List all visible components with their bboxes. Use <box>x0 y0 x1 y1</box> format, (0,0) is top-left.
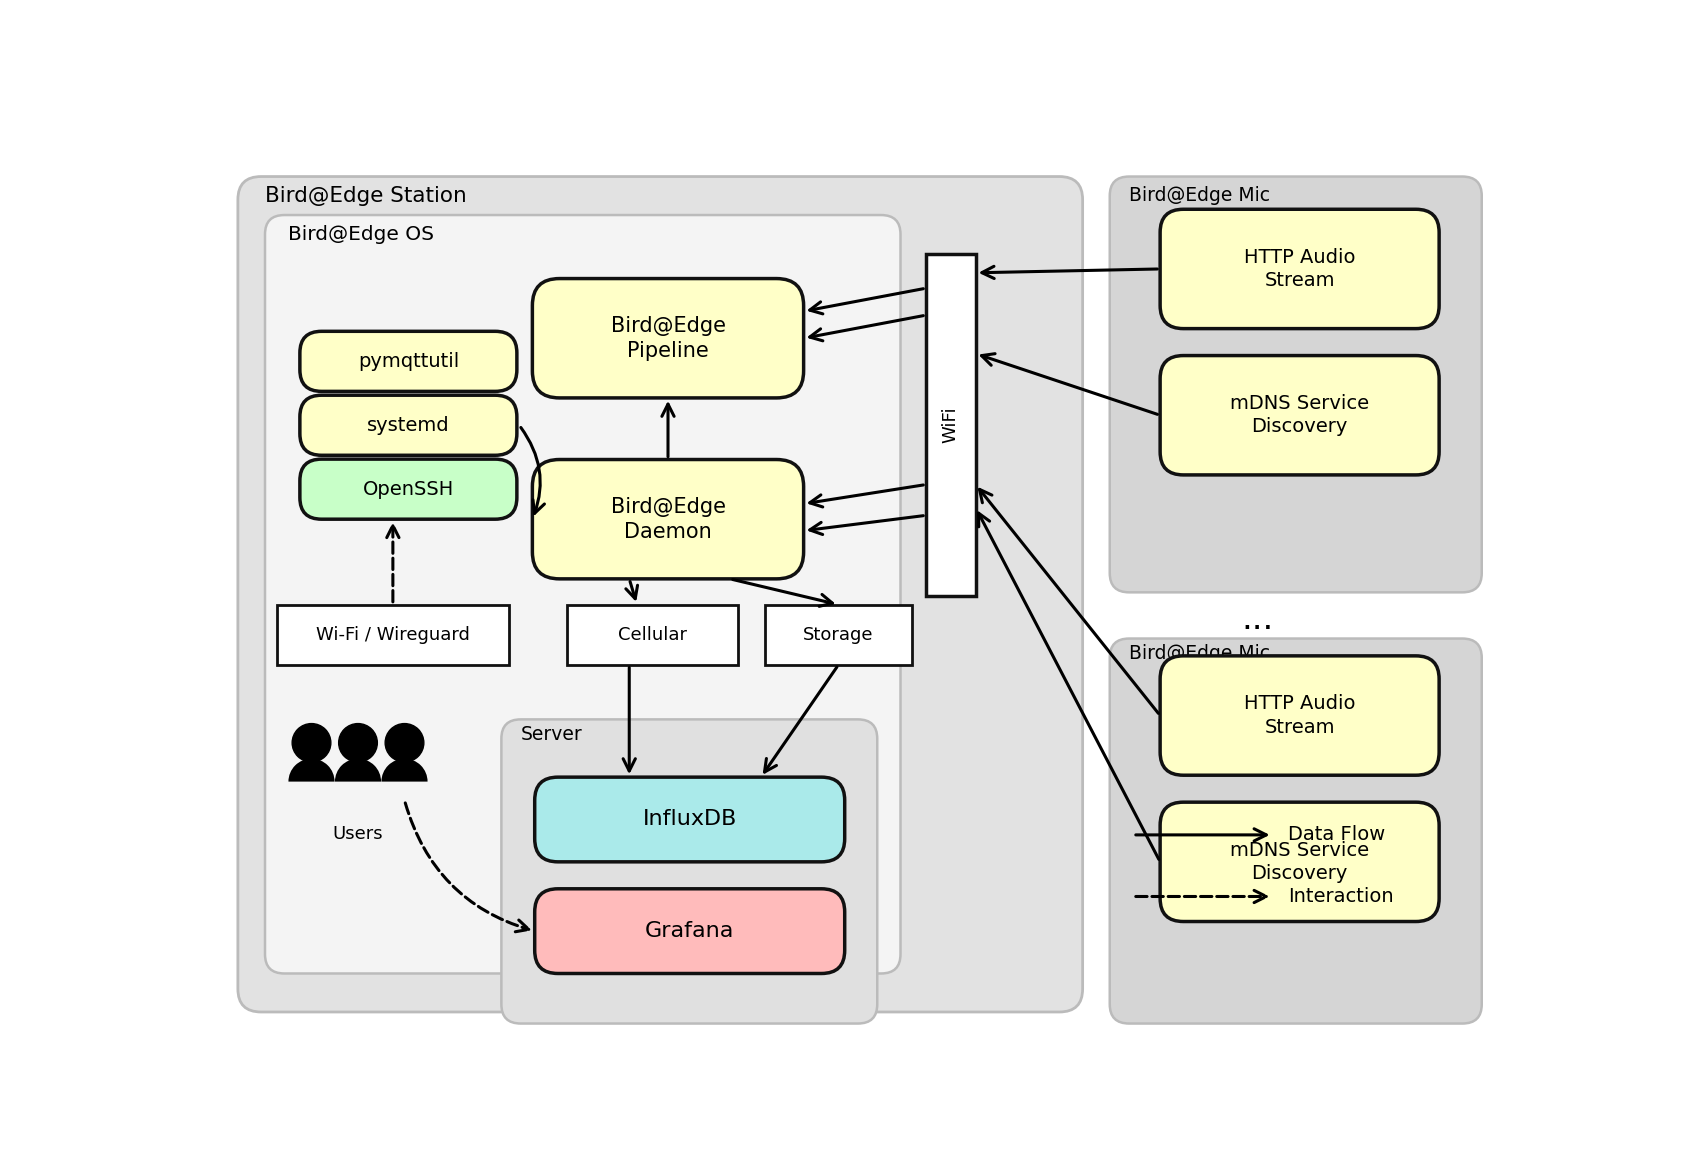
FancyBboxPatch shape <box>1160 355 1440 475</box>
Circle shape <box>292 723 330 762</box>
Text: Bird@Edge Mic: Bird@Edge Mic <box>1130 644 1270 663</box>
FancyBboxPatch shape <box>1109 639 1482 1023</box>
Wedge shape <box>336 759 381 782</box>
FancyBboxPatch shape <box>533 279 804 397</box>
FancyBboxPatch shape <box>300 459 518 519</box>
Circle shape <box>339 723 378 762</box>
Bar <box>566 604 738 664</box>
Text: Data Flow: Data Flow <box>1288 826 1386 844</box>
Text: Bird@Edge OS: Bird@Edge OS <box>288 225 435 243</box>
FancyBboxPatch shape <box>1160 802 1440 922</box>
Wedge shape <box>381 759 428 782</box>
Text: OpenSSH: OpenSSH <box>362 480 454 499</box>
Text: InfluxDB: InfluxDB <box>642 809 737 829</box>
Bar <box>277 604 509 664</box>
Text: ...: ... <box>1241 603 1273 636</box>
FancyBboxPatch shape <box>1109 176 1482 593</box>
Text: Interaction: Interaction <box>1288 887 1394 906</box>
Text: Storage: Storage <box>803 626 873 643</box>
Text: Bird@Edge
Pipeline: Bird@Edge Pipeline <box>610 316 725 361</box>
FancyBboxPatch shape <box>238 176 1082 1013</box>
Bar <box>765 604 912 664</box>
Text: HTTP Audio
Stream: HTTP Audio Stream <box>1244 248 1356 290</box>
Text: pymqttutil: pymqttutil <box>357 352 459 370</box>
Text: HTTP Audio
Stream: HTTP Audio Stream <box>1244 694 1356 737</box>
Text: Grafana: Grafana <box>646 921 735 941</box>
Text: Bird@Edge Station: Bird@Edge Station <box>265 186 467 206</box>
Text: WiFi: WiFi <box>942 407 959 443</box>
FancyBboxPatch shape <box>1160 656 1440 775</box>
Text: Wi-Fi / Wireguard: Wi-Fi / Wireguard <box>315 626 470 643</box>
FancyBboxPatch shape <box>300 332 518 392</box>
Circle shape <box>384 723 423 762</box>
FancyBboxPatch shape <box>300 395 518 455</box>
Wedge shape <box>288 759 334 782</box>
FancyBboxPatch shape <box>501 720 877 1023</box>
FancyBboxPatch shape <box>533 460 804 579</box>
FancyBboxPatch shape <box>265 215 900 974</box>
Text: Bird@Edge Mic: Bird@Edge Mic <box>1130 186 1270 206</box>
Text: Users: Users <box>332 824 383 843</box>
Text: mDNS Service
Discovery: mDNS Service Discovery <box>1231 394 1369 436</box>
Text: Bird@Edge
Daemon: Bird@Edge Daemon <box>610 496 725 542</box>
FancyBboxPatch shape <box>534 777 845 862</box>
Text: Cellular: Cellular <box>619 626 686 643</box>
FancyBboxPatch shape <box>534 889 845 974</box>
Text: Server: Server <box>521 726 582 744</box>
FancyBboxPatch shape <box>1160 209 1440 328</box>
Text: mDNS Service
Discovery: mDNS Service Discovery <box>1231 841 1369 883</box>
Bar <box>926 254 976 596</box>
Text: systemd: systemd <box>368 416 450 435</box>
